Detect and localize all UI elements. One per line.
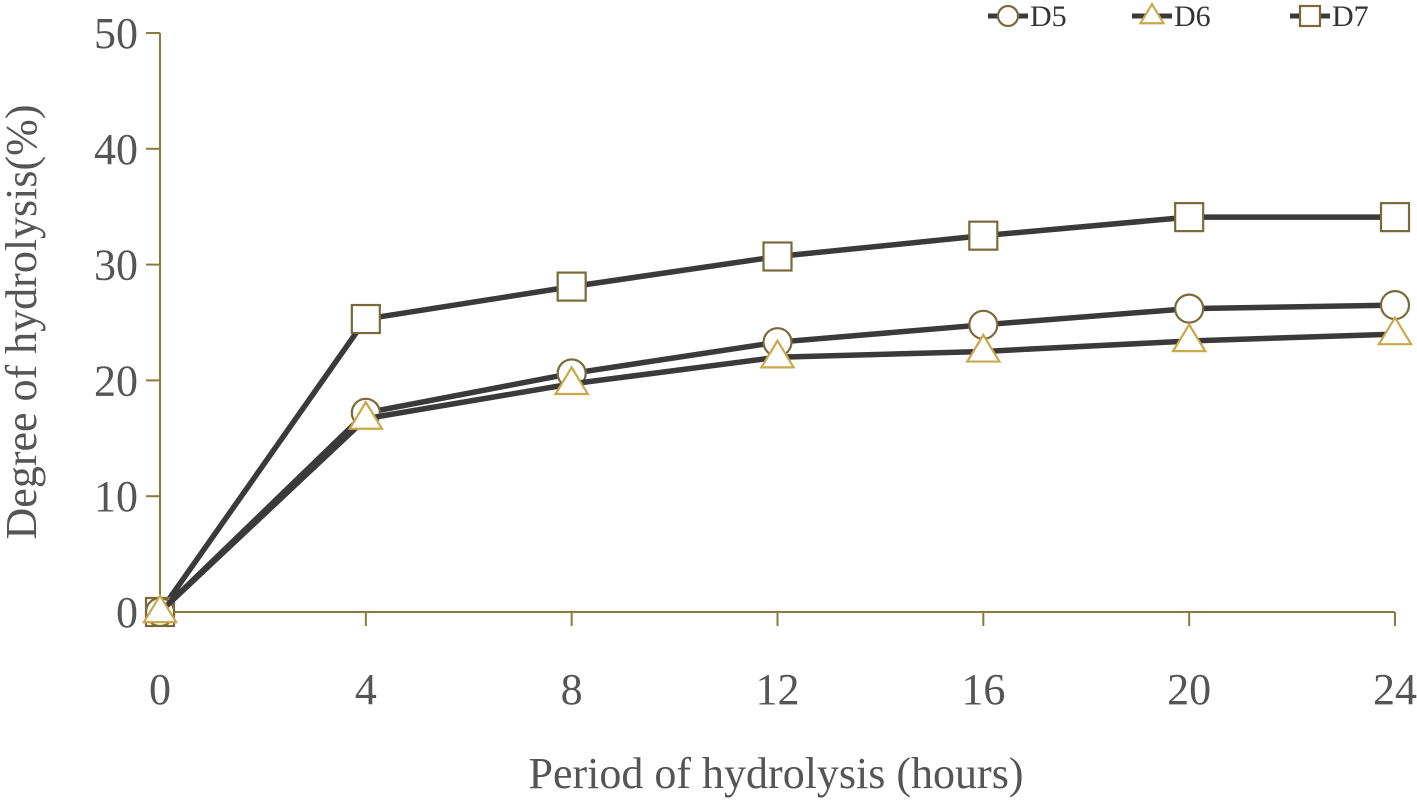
legend-marker-circle bbox=[996, 4, 1020, 28]
data-point-d6 bbox=[759, 338, 796, 369]
legend-item-d7: D7 bbox=[1290, 0, 1369, 33]
x-tick-label: 12 bbox=[756, 665, 800, 714]
y-tick-label: 40 bbox=[94, 125, 138, 174]
data-point-d6 bbox=[141, 593, 179, 624]
series-d6 bbox=[141, 315, 1414, 624]
x-tick-label: 0 bbox=[149, 665, 171, 714]
legend-item-d6: D6 bbox=[1132, 0, 1211, 33]
data-point-d6 bbox=[553, 365, 590, 396]
legend-item-d5: D5 bbox=[988, 0, 1067, 33]
y-tick-label: 50 bbox=[94, 9, 138, 58]
legend-marker-square bbox=[1298, 4, 1322, 28]
series-d7 bbox=[144, 202, 1411, 628]
x-tick-label: 24 bbox=[1373, 665, 1417, 714]
y-tick-label: 30 bbox=[94, 241, 138, 290]
x-tick-label: 20 bbox=[1167, 665, 1211, 714]
x-tick-label: 16 bbox=[961, 665, 1005, 714]
y-axis-title: Degree of hydrolysis(%) bbox=[0, 105, 46, 540]
data-point-d6 bbox=[1171, 322, 1208, 353]
series-line-d7 bbox=[157, 214, 1395, 614]
data-point-d7 bbox=[350, 303, 381, 335]
x-tick-label: 4 bbox=[355, 665, 377, 714]
legend-label: D7 bbox=[1332, 0, 1369, 33]
series-line-d6 bbox=[158, 331, 1396, 615]
legend-label: D6 bbox=[1174, 0, 1211, 33]
x-tick-label: 8 bbox=[561, 665, 583, 714]
series-layer bbox=[141, 202, 1414, 628]
legend: D5 D6 D7 bbox=[988, 0, 1369, 33]
data-point-d5 bbox=[1174, 293, 1205, 324]
data-point-d7 bbox=[1379, 202, 1411, 233]
data-point-d6 bbox=[347, 399, 384, 430]
legend-label: D5 bbox=[1030, 0, 1067, 33]
legend-marker-triangle bbox=[1138, 2, 1166, 25]
data-point-d7 bbox=[556, 271, 587, 302]
y-tick-label: 20 bbox=[94, 356, 138, 405]
axes: 0 10 20 30 40 50 0 4 8 12 16 20 24 bbox=[94, 9, 1417, 714]
data-point-d6 bbox=[965, 332, 1002, 363]
data-point-d6 bbox=[1376, 315, 1414, 346]
data-point-d7 bbox=[762, 241, 793, 272]
x-axis-title: Period of hydrolysis (hours) bbox=[529, 749, 1024, 798]
data-point-d7 bbox=[968, 220, 999, 251]
y-tick-label: 10 bbox=[94, 472, 138, 521]
y-tick-label: 0 bbox=[116, 588, 138, 637]
data-point-d5 bbox=[1379, 290, 1411, 321]
data-point-d7 bbox=[1174, 202, 1205, 233]
